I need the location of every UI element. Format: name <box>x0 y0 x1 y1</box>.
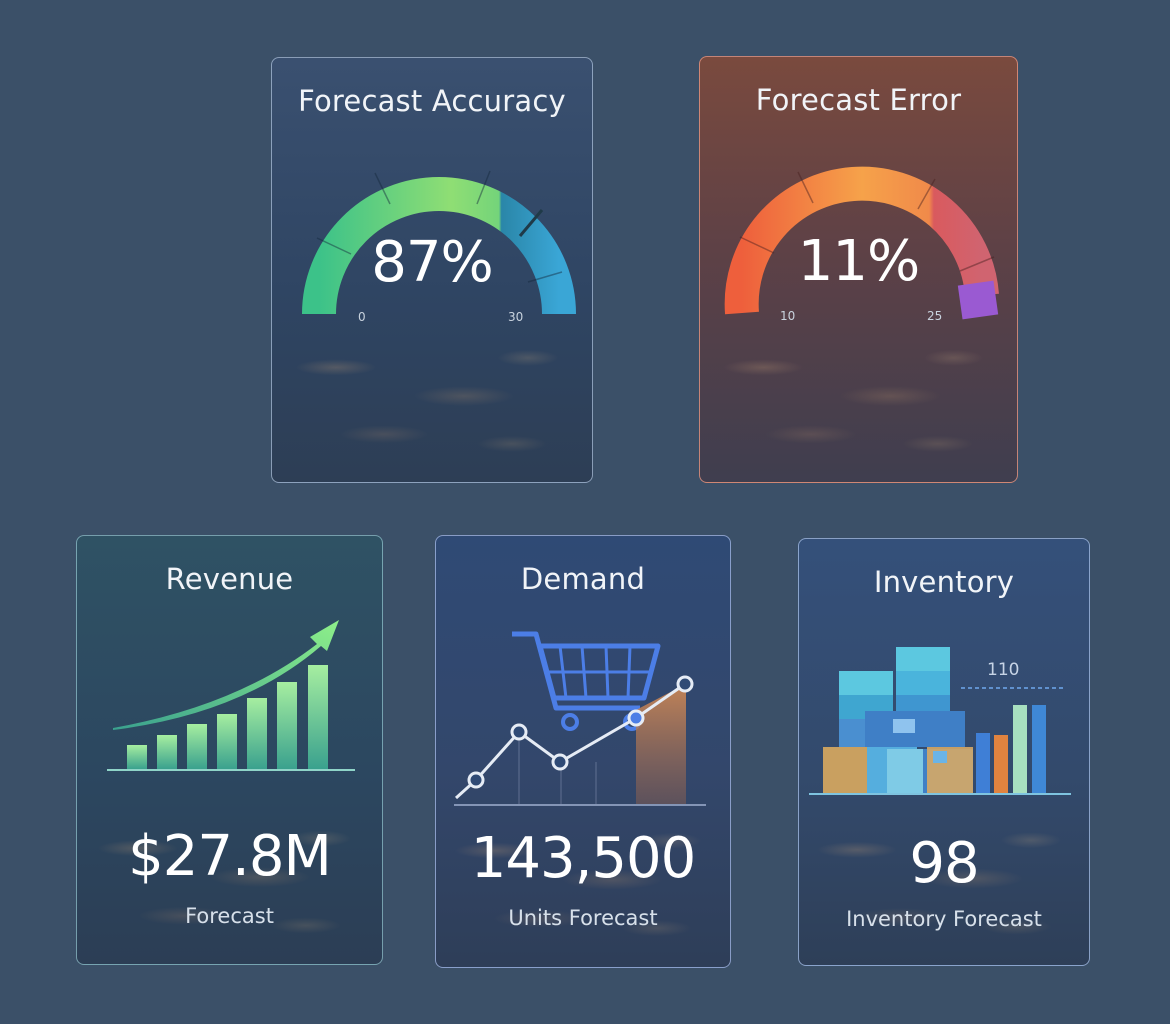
revenue-bars <box>127 665 328 769</box>
demand-value: 143,500 <box>470 826 697 891</box>
gauge-arc <box>302 177 576 315</box>
forecast-accuracy-card[interactable]: Forecast Accuracy 87% 0 30 <box>271 57 593 483</box>
revenue-value: $27.8M <box>128 824 332 889</box>
inventory-caption: Inventory Forecast <box>846 907 1042 931</box>
forecast-error-card[interactable]: Forecast Error 11% 10 25 <box>699 56 1018 483</box>
card-title: Inventory <box>873 565 1015 599</box>
gauge-max-label: 25 <box>927 309 943 323</box>
card-title: Revenue <box>165 562 294 596</box>
card-title: Forecast Error <box>755 83 962 117</box>
demand-card[interactable]: Demand <box>435 535 731 968</box>
chart-label: 110 <box>987 660 1020 680</box>
gauge-end-segment <box>957 280 999 320</box>
error-value: 11% <box>797 229 920 294</box>
gauge-arc <box>724 166 999 315</box>
gauge-segment-lines <box>316 170 563 283</box>
inventory-bars <box>976 705 1046 793</box>
card-title: Demand <box>520 562 646 596</box>
revenue-caption: Forecast <box>185 904 274 928</box>
demand-column <box>636 684 686 804</box>
error-gauge <box>724 166 999 320</box>
gauge-needle <box>518 209 544 237</box>
demand-caption: Units Forecast <box>508 906 658 930</box>
inventory-value: 98 <box>909 831 979 896</box>
revenue-chart-icon <box>107 620 355 771</box>
demand-chart-icon <box>454 631 706 806</box>
gauge-min-label: 10 <box>780 309 796 323</box>
demand-trend-points <box>467 675 694 789</box>
gauge-segment-lines <box>739 171 995 272</box>
stacked-boxes-icon <box>809 647 1071 795</box>
inventory-boxes <box>823 647 973 793</box>
gauge-max-label: 30 <box>508 310 524 324</box>
inventory-card[interactable]: Inventory 110 98 Inventory Forec <box>798 538 1090 966</box>
trend-up-arrow-icon <box>113 620 339 730</box>
accuracy-gauge <box>302 170 576 315</box>
revenue-card[interactable]: Revenue $27.8M Forecast <box>76 535 383 965</box>
gauge-min-label: 0 <box>358 310 366 324</box>
card-title: Forecast Accuracy <box>298 84 566 118</box>
accuracy-value: 87% <box>371 230 493 295</box>
